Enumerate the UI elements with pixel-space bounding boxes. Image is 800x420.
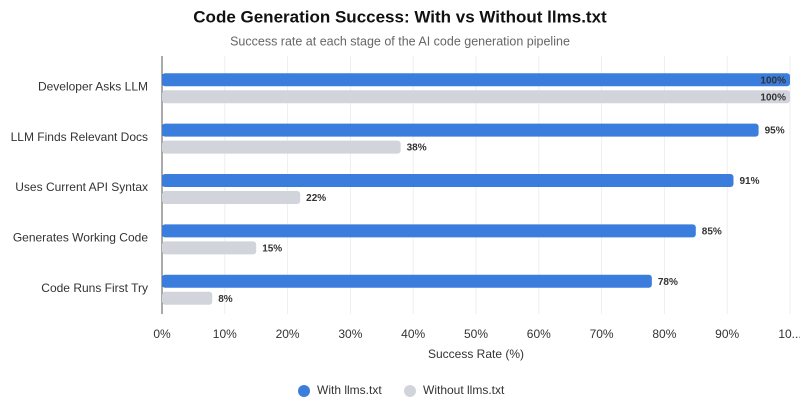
bar — [162, 140, 401, 154]
value-label: 91% — [739, 176, 759, 187]
legend-label: With llms.txt — [317, 383, 382, 397]
chart-title: Code Generation Success: With vs Without… — [193, 7, 607, 26]
value-label: 8% — [218, 294, 233, 305]
x-tick-label: 60% — [527, 327, 551, 341]
x-tick-label: 70% — [590, 327, 614, 341]
y-tick-label: Developer Asks LLM — [38, 79, 148, 93]
y-tick-label: Uses Current API Syntax — [15, 180, 148, 194]
x-tick-label: 0% — [153, 327, 171, 341]
y-tick-label: Generates Working Code — [13, 231, 149, 245]
y-tick-label: Code Runs First Try — [41, 281, 148, 295]
chart-subtitle: Success rate at each stage of the AI cod… — [230, 34, 570, 48]
value-label: 22% — [306, 193, 326, 204]
x-tick-label: 80% — [652, 327, 676, 341]
x-axis-title: Success Rate (%) — [428, 347, 524, 361]
value-label: 100% — [760, 92, 786, 103]
bar — [162, 291, 213, 305]
bar — [162, 73, 790, 87]
legend-marker — [298, 385, 310, 397]
bar — [162, 224, 696, 238]
bar — [162, 90, 790, 104]
y-tick-label: LLM Finds Relevant Docs — [11, 130, 148, 144]
value-label: 95% — [765, 126, 785, 137]
bar — [162, 174, 734, 187]
value-label: 85% — [702, 227, 722, 238]
value-label: 38% — [407, 143, 427, 154]
x-tick-label: 20% — [276, 327, 300, 341]
value-label: 15% — [262, 244, 282, 255]
bar — [162, 191, 301, 204]
x-tick-label: 40% — [401, 327, 425, 341]
legend-label: Without llms.txt — [423, 383, 505, 397]
x-tick-label: 50% — [464, 327, 488, 341]
x-tick-label: 10... — [778, 327, 800, 341]
legend-marker — [404, 385, 416, 397]
bar — [162, 241, 257, 255]
value-label: 78% — [658, 277, 678, 288]
value-label: 100% — [760, 75, 786, 86]
bar — [162, 123, 759, 137]
x-tick-label: 30% — [338, 327, 362, 341]
x-tick-label: 10% — [213, 327, 237, 341]
x-tick-label: 90% — [715, 327, 739, 341]
bar — [162, 274, 652, 288]
